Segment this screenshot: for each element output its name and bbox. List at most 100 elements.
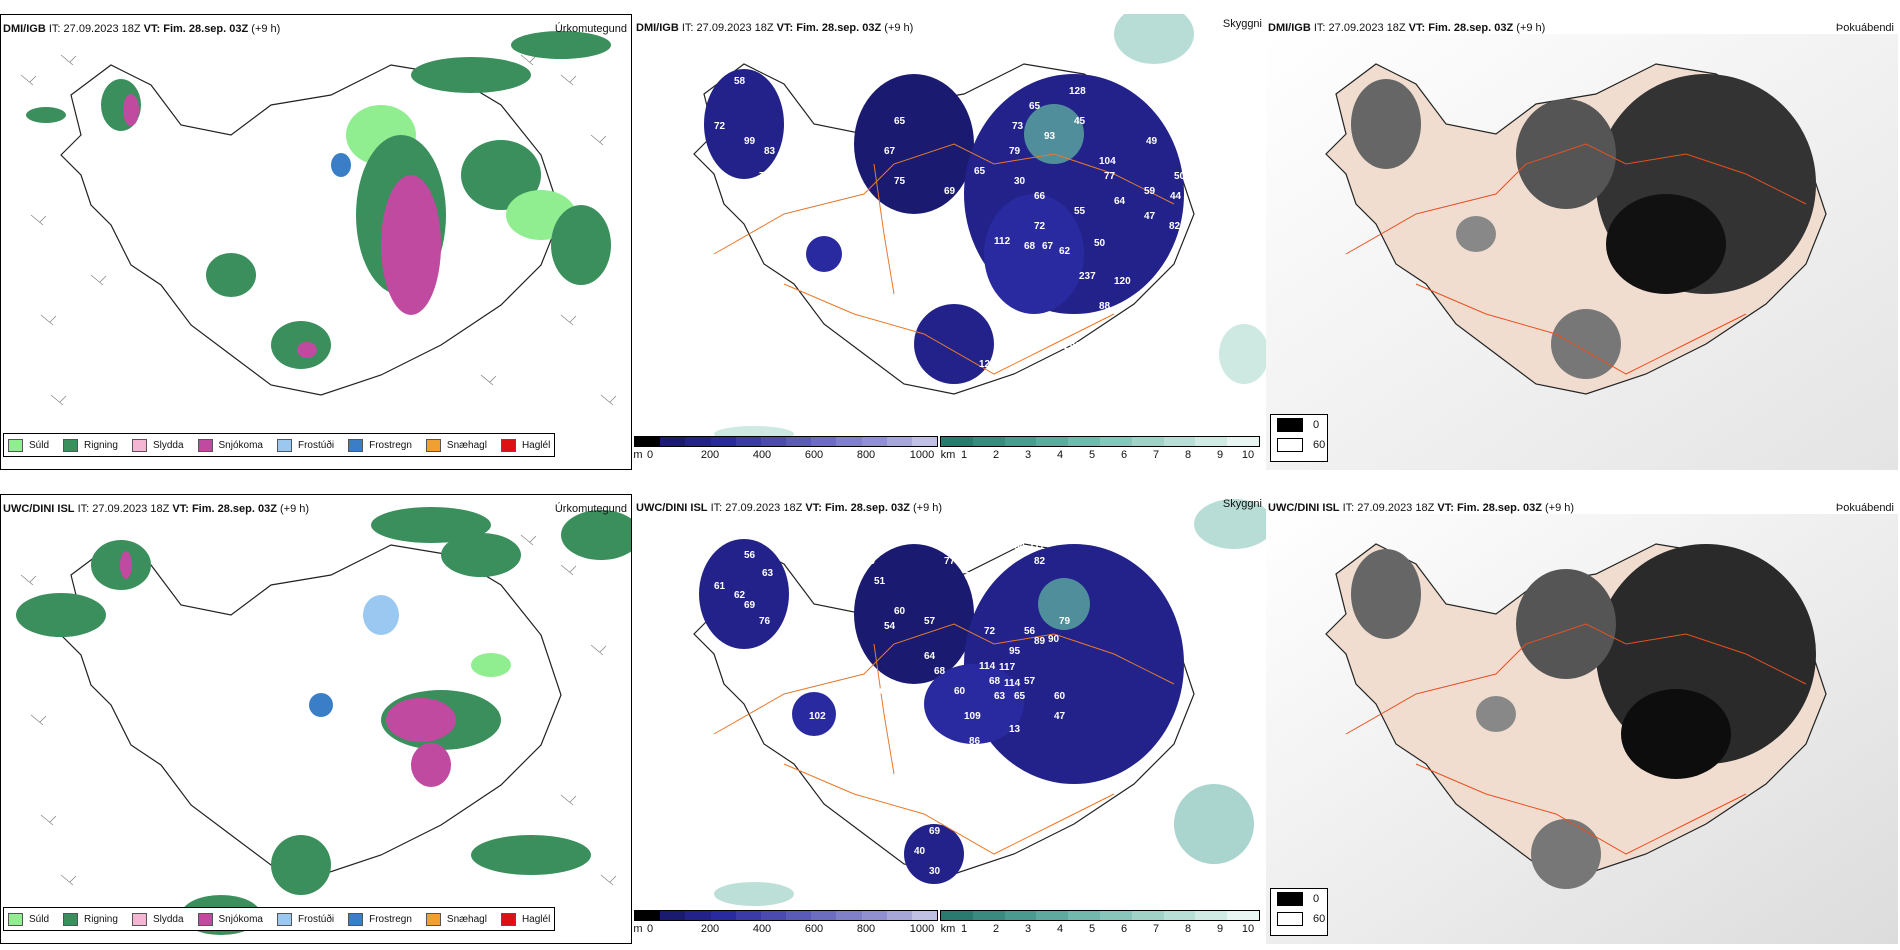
svg-text:54: 54 [884, 621, 896, 632]
svg-text:40: 40 [914, 846, 926, 857]
svg-text:57: 57 [909, 364, 921, 375]
legend-item-slydda: Slydda [131, 912, 184, 926]
visibility-colorbar-cells [940, 436, 1260, 447]
svg-text:68: 68 [1024, 241, 1036, 252]
svg-text:95: 95 [1009, 646, 1021, 657]
legend-item-rigning: Rigning [63, 438, 118, 452]
wind-barbs [20, 54, 617, 406]
svg-text:56: 56 [744, 550, 756, 561]
panel-header: DMI/IGB IT: 27.09.2023 18Z VT: Fim. 28.s… [1268, 22, 1546, 34]
legend-item-snjokoma: Snjókoma [197, 438, 263, 452]
svg-text:79: 79 [1059, 616, 1071, 627]
svg-text:82: 82 [1034, 556, 1046, 567]
cloud-base-labels: 56 63 62 61 76 69 51 50 60 54 57 64 68 7… [714, 541, 1071, 877]
svg-text:118: 118 [774, 676, 791, 687]
cloud-base-colorbar: m 0 200 400 600 800 1000 [634, 910, 938, 938]
svg-text:63: 63 [994, 691, 1006, 702]
svg-text:68: 68 [934, 666, 946, 677]
precip-type-map [20, 31, 617, 406]
cloud-base-labels: 58 72 99 83 78 107 65 67 75 69 77 85 112… [714, 76, 1186, 402]
svg-text:69: 69 [929, 826, 941, 837]
svg-text:65: 65 [1014, 691, 1026, 702]
visibility-colorbar: km 1 2 3 4 5 6 7 8 9 10 [940, 436, 1260, 464]
precip-legend: Súld Rigning Slydda Snjókoma Frostúði Fr… [3, 907, 556, 931]
visibility-colorbar: km 1 2 3 4 5 6 7 8 9 10 [940, 910, 1260, 938]
svg-text:72: 72 [984, 626, 996, 637]
cloud-base-colorbar-ticks: m 0 200 400 600 800 1000 [634, 923, 935, 935]
svg-text:50: 50 [1174, 171, 1186, 182]
svg-text:90: 90 [1048, 634, 1060, 645]
svg-text:45: 45 [1074, 116, 1086, 127]
panel-header: DMI/IGB IT: 27.09.2023 18Z VT: Fim. 28.s… [636, 22, 914, 34]
fog-legend-item: 0 [1271, 415, 1327, 435]
precip-areas [26, 31, 611, 369]
svg-text:67: 67 [884, 146, 896, 157]
fog-areas [1351, 544, 1816, 889]
svg-text:114: 114 [979, 661, 996, 672]
svg-text:120: 120 [1114, 276, 1131, 287]
svg-text:111: 111 [1029, 541, 1045, 552]
svg-text:133: 133 [974, 768, 991, 779]
fog-legend: 0 60 [1270, 414, 1328, 462]
svg-text:47: 47 [1054, 711, 1066, 722]
fog-legend-item: 0 [1271, 889, 1327, 909]
svg-text:69: 69 [944, 186, 956, 197]
panel-title: Úrkomutegund [554, 503, 627, 515]
fog-areas [1351, 74, 1816, 379]
roads [713, 143, 1175, 375]
wind-barbs [20, 534, 617, 886]
svg-text:128: 128 [1069, 86, 1086, 97]
legend-item-frostregn: Frostregn [348, 912, 412, 926]
svg-text:83: 83 [764, 146, 776, 157]
cloud-areas [704, 69, 1184, 384]
svg-text:46: 46 [874, 686, 886, 697]
svg-text:64: 64 [924, 651, 936, 662]
legend-item-frostregn: Frostregn [348, 438, 412, 452]
svg-text:77: 77 [944, 556, 956, 567]
svg-text:86: 86 [969, 736, 981, 747]
svg-text:57: 57 [1024, 676, 1036, 687]
fog-index-map [1266, 514, 1898, 944]
panel-title: Skyggni [1222, 498, 1262, 510]
fog-legend: 0 60 [1270, 888, 1328, 936]
svg-text:66: 66 [1034, 191, 1046, 202]
legend-item-snaehagl: Snæhagl [425, 438, 487, 452]
svg-text:67: 67 [1042, 241, 1054, 252]
svg-text:44: 44 [1170, 191, 1182, 202]
cloud-base-map: 58 72 99 83 78 107 65 67 75 69 77 85 112… [693, 14, 1266, 442]
cloud-base-colorbar-cells [634, 436, 938, 447]
svg-text:56: 56 [1024, 626, 1036, 637]
visibility-colorbar-cells [940, 910, 1260, 921]
svg-text:62: 62 [1059, 246, 1071, 257]
svg-text:107: 107 [734, 186, 751, 197]
svg-text:77: 77 [924, 231, 936, 242]
legend-item-slydda: Slydda [131, 438, 184, 452]
svg-text:60: 60 [954, 686, 966, 697]
svg-text:237: 237 [1079, 271, 1096, 282]
cloud-base-panel-dmi: 58 72 99 83 78 107 65 67 75 69 77 85 112… [634, 14, 1266, 470]
svg-text:51: 51 [874, 576, 886, 587]
panel-header: UWC/DINI ISL IT: 27.09.2023 18Z VT: Fim.… [636, 502, 943, 514]
cloud-base-colorbar-cells [634, 910, 938, 921]
svg-text:62: 62 [734, 590, 746, 601]
cloud-base-panel-uwc: 56 63 62 61 76 69 51 50 60 54 57 64 68 7… [634, 494, 1266, 944]
legend-item-rigning: Rigning [63, 912, 118, 926]
fog-index-map [1266, 34, 1898, 470]
iceland-outline [60, 64, 562, 396]
svg-text:79: 79 [1009, 146, 1021, 157]
svg-text:68: 68 [989, 676, 1001, 687]
visibility-colorbar-ticks: km 1 2 3 4 5 6 7 8 9 10 [940, 923, 1255, 935]
svg-text:104: 104 [1099, 156, 1116, 167]
svg-text:290: 290 [1064, 341, 1081, 352]
legend-item-sudl: Súld [8, 438, 49, 452]
fog-index-panel-uwc: UWC/DINI ISL IT: 27.09.2023 18Z VT: Fim.… [1266, 494, 1898, 944]
precip-type-panel-uwc: UWC/DINI ISL IT: 27.09.2023 18Z VT: Fim.… [0, 494, 632, 944]
precip-type-map [16, 507, 631, 935]
svg-text:108: 108 [974, 754, 991, 765]
panel-title: Skyggni [1222, 18, 1262, 30]
svg-text:75: 75 [894, 176, 906, 187]
svg-text:50: 50 [1094, 238, 1106, 249]
svg-text:60: 60 [894, 606, 906, 617]
panel-title: Þokuábendi [1835, 22, 1894, 34]
roads [713, 623, 1175, 855]
